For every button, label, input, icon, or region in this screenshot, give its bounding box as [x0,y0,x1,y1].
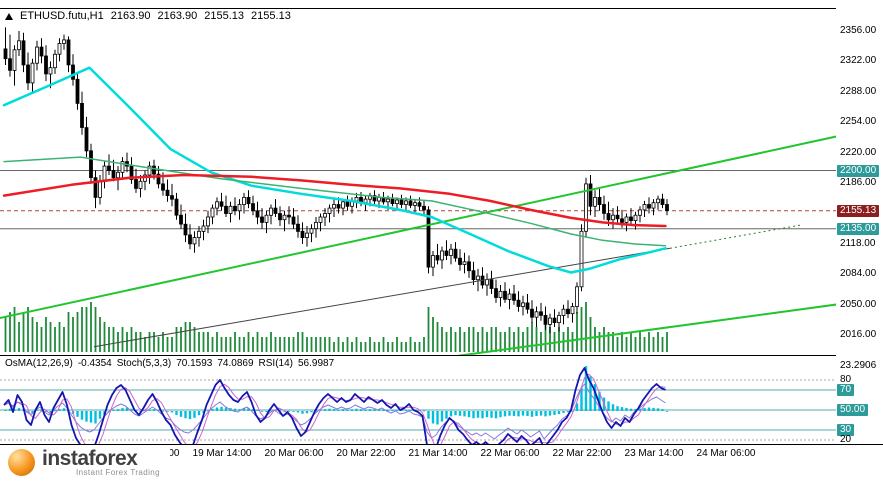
instaforex-ball-icon [8,449,35,476]
time-axis-label: 21 Mar 14:00 [408,448,468,459]
rsi-value: 56.9987 [297,358,335,369]
pane-separator[interactable] [0,355,836,356]
indicator-scale-label: 70 [837,384,855,396]
rsi-line [3,383,666,440]
symbol-title: ETHUSD.futu,H1 [20,10,104,22]
candles [3,27,669,334]
time-axis-label: 23 Mar 14:00 [624,448,684,459]
price-scale-label: 2016.00 [840,329,877,340]
indicator-values: OsMA(12,26,9) -0.4354 Stoch(5,3,3) 70.15… [5,358,334,369]
ohlc-open: 2163.90 [110,10,151,22]
symbol-info: ETHUSD.futu,H1 2163.90 2163.90 2155.13 2… [5,10,291,22]
price-scale-label: 2050.00 [840,299,877,310]
price-scale-label: 2288.00 [840,86,877,97]
indicator-scale-label: 23.2906 [840,360,877,371]
price-scale[interactable]: 2356.00 2322.00 2288.00 2254.00 2220.00 2200.… [836,0,883,445]
osma-label: OsMA(12,26,9) [5,358,73,369]
price-scale-label: 2356.00 [840,25,877,36]
indicator-scale-label: 20 [840,434,852,445]
volume-bars [4,302,668,352]
instaforex-logo: instaforex Instant Forex Trading [2,446,170,479]
rsi-label: RSI(14) [258,358,293,369]
level-price-marker: 2200.00 [837,165,880,177]
trend-channel-lower [456,303,836,355]
trend-channel-upper [0,135,836,320]
time-axis-label: 22 Mar 06:00 [480,448,540,459]
price-scale-label: 2322.00 [840,55,877,66]
time-axis-label: 22 Mar 22:00 [552,448,612,459]
price-scale-label: 2254.00 [840,116,877,127]
current-price-marker: 2155.13 [837,205,880,217]
logo-brand: instaforex [42,447,138,470]
logo-tagline: Instant Forex Trading [76,468,160,477]
stoch-label: Stoch(5,3,3) [116,358,172,369]
time-axis-label: 24 Mar 06:00 [696,448,756,459]
time-axis-label: 20 Mar 06:00 [264,448,324,459]
ma-cyan-line [2,66,667,274]
axis-separator [0,444,883,445]
time-axis-label: 20 Mar 22:00 [336,448,396,459]
price-scale-label: 2186.00 [840,177,877,188]
time-axis-label: 19 Mar 14:00 [192,448,252,459]
stoch-value-1: 70.1593 [176,358,213,369]
price-scale-label: 2084.00 [840,268,877,279]
indicator-scale-label: 80 [840,374,852,385]
stoch-main-line [3,367,666,444]
trendline-thin-dashed [669,224,801,249]
trendline-thin [93,247,671,348]
ma-red-line [2,173,667,228]
ohlc-low: 2155.13 [204,10,245,22]
top-border-line [0,8,883,9]
ma-green-line [3,156,667,247]
main-chart-svg[interactable] [0,0,836,355]
ohlc-close: 2155.13 [251,10,291,22]
price-scale-label: 2118.00 [840,238,876,249]
indicator-pane-svg[interactable] [0,356,836,444]
stoch-signal-line [3,373,666,444]
chart-marker-icon [5,12,13,20]
stoch-value-2: 74.0869 [217,358,254,369]
indicator-scale-label: 50.00 [837,404,869,416]
ohlc-high: 2163.90 [157,10,198,22]
indicator-scale-label: 30 [837,424,855,436]
level-price-marker: 2135.00 [837,223,880,235]
osma-value: -0.4354 [77,358,112,369]
price-scale-label: 2220.00 [840,147,877,158]
